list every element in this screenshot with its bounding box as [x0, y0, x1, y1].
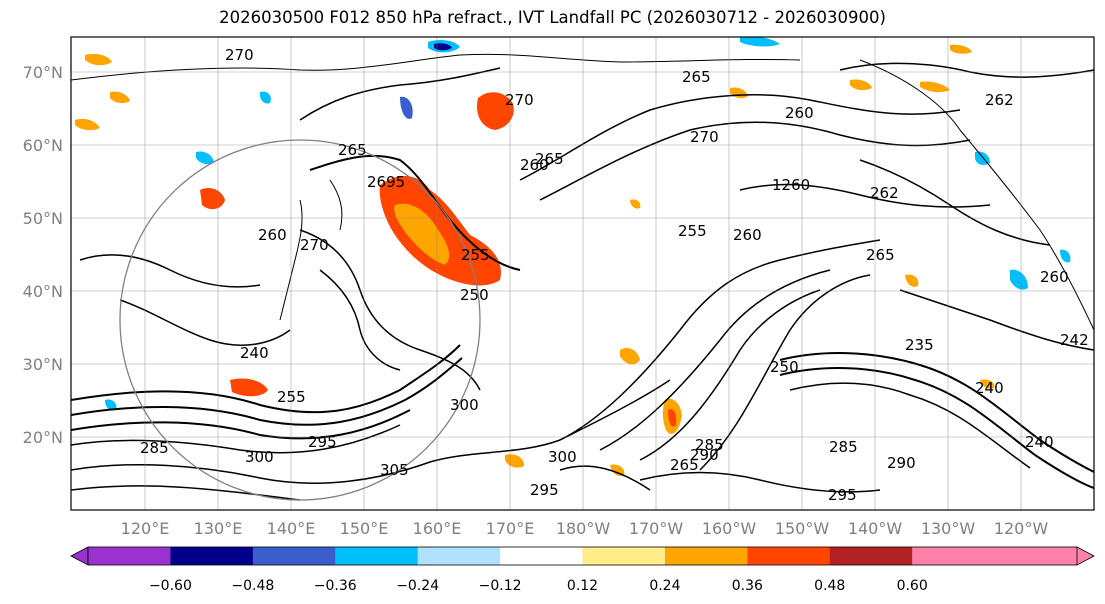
colorbar-segment	[170, 547, 254, 565]
colorbar-tick-label: 0.36	[732, 578, 763, 594]
contour-label: 270	[690, 128, 719, 146]
colorbar-tick-label: 0.12	[567, 578, 598, 594]
contour-label: 255	[461, 246, 490, 264]
contour-label: 260	[258, 226, 287, 244]
contour-label: 265	[535, 150, 564, 168]
colorbar-over-extension	[1076, 546, 1095, 566]
lat-label: 20°N	[23, 428, 63, 447]
shaded-anomalies	[75, 37, 1071, 476]
colorbar	[70, 546, 1095, 566]
contour-label: 255	[277, 388, 306, 406]
colorbar-segment	[252, 547, 336, 565]
contour-label: 262	[985, 91, 1014, 109]
contour-label: 235	[905, 336, 934, 354]
colorbar-under-extension	[70, 546, 89, 566]
contour-label: 270	[505, 91, 534, 109]
lon-label: 170°E	[486, 519, 535, 538]
lon-label: 180°W	[556, 519, 611, 538]
lon-label: 170°W	[629, 519, 684, 538]
colorbar-segment	[912, 547, 996, 565]
colorbar-segment	[582, 547, 666, 565]
lon-label: 150°E	[340, 519, 389, 538]
lat-label: 60°N	[23, 136, 63, 155]
contour-label: 270	[225, 46, 254, 64]
lon-label: 160°W	[702, 519, 757, 538]
map-title: 2026030500 F012 850 hPa refract., IVT La…	[219, 8, 886, 27]
contour-label: 290	[887, 454, 916, 472]
lat-label: 40°N	[23, 282, 63, 301]
contour-label: 305	[380, 461, 409, 479]
colorbar-tick-label: 0.24	[649, 578, 680, 594]
colorbar-tick-label: −0.12	[479, 578, 522, 594]
contour-label: 260	[1040, 268, 1069, 286]
colorbar-segment	[335, 547, 419, 565]
contour-label: 240	[1025, 433, 1054, 451]
colorbar-segment	[500, 547, 583, 565]
contour-label: 285	[140, 439, 169, 457]
contour-label: 270	[300, 236, 329, 254]
contour-label: 260	[785, 104, 814, 122]
lat-label: 30°N	[23, 355, 63, 374]
contour-label: 285	[829, 438, 858, 456]
lon-label: 120°W	[994, 519, 1049, 538]
shade-patch	[379, 175, 501, 286]
contour-label: 242	[1060, 331, 1089, 349]
contour-label: 295	[308, 433, 337, 451]
contour-label: 260	[733, 226, 762, 244]
contour-label: 295	[530, 481, 559, 499]
contour-label: 265	[866, 246, 895, 264]
contour-label: 265	[670, 456, 699, 474]
lon-label: 130°W	[921, 519, 976, 538]
lon-label: 150°W	[775, 519, 830, 538]
contour-label: 260	[520, 156, 549, 174]
map-border	[70, 36, 1095, 511]
colorbar-border	[87, 546, 1078, 566]
latitude-labels: 70°N 60°N 50°N 40°N 30°N 20°N	[23, 63, 63, 447]
contour-label: 300	[548, 448, 577, 466]
contour-label: 265	[338, 141, 367, 159]
lon-label: 120°E	[121, 519, 170, 538]
colorbar-tick-label: −0.60	[149, 578, 192, 594]
lon-label: 140°W	[848, 519, 903, 538]
colorbar-tick-label: 0.48	[814, 578, 845, 594]
lat-label: 70°N	[23, 63, 63, 82]
contour-label: 255	[678, 222, 707, 240]
contour-label: 2695	[367, 173, 405, 191]
contour-label: 1260	[772, 176, 810, 194]
contour-label: 295	[828, 486, 857, 504]
gridlines	[71, 37, 1094, 510]
lat-label: 50°N	[23, 209, 63, 228]
lon-label: 160°E	[413, 519, 462, 538]
coastlines	[71, 53, 1094, 331]
colorbar-segment	[664, 547, 748, 565]
colorbar-tick-labels: −0.60 −0.48 −0.36 −0.24 −0.12 0.12 0.24 0.36 0.4…	[149, 578, 928, 594]
contour-label: 250	[770, 358, 799, 376]
contour-label: 290	[690, 446, 719, 464]
colorbar-segment	[829, 547, 913, 565]
lon-label: 140°E	[267, 519, 316, 538]
colorbar-tick-label: −0.48	[231, 578, 274, 594]
colorbar-tick-label: 0.60	[897, 578, 928, 594]
contour-label: 250	[460, 286, 489, 304]
colorbar-segment	[88, 547, 171, 565]
contour-label: 300	[450, 396, 479, 414]
colorbar-segment	[747, 547, 831, 565]
contour-label: 240	[240, 344, 269, 362]
contour-label: 262	[870, 184, 899, 202]
contour-label: 240	[975, 379, 1004, 397]
contour-label: 265	[682, 68, 711, 86]
lon-label: 130°E	[194, 519, 243, 538]
colorbar-tick-label: −0.24	[396, 578, 439, 594]
contour-label: 300	[245, 448, 274, 466]
contour-label: 285	[695, 436, 724, 454]
colorbar-segment	[417, 547, 501, 565]
projection-circle	[119, 139, 481, 501]
colorbar-segment	[994, 547, 1078, 565]
longitude-labels: 120°E 130°E 140°E 150°E 160°E 170°E 180°…	[121, 519, 1049, 538]
colorbar-tick-label: −0.36	[314, 578, 357, 594]
